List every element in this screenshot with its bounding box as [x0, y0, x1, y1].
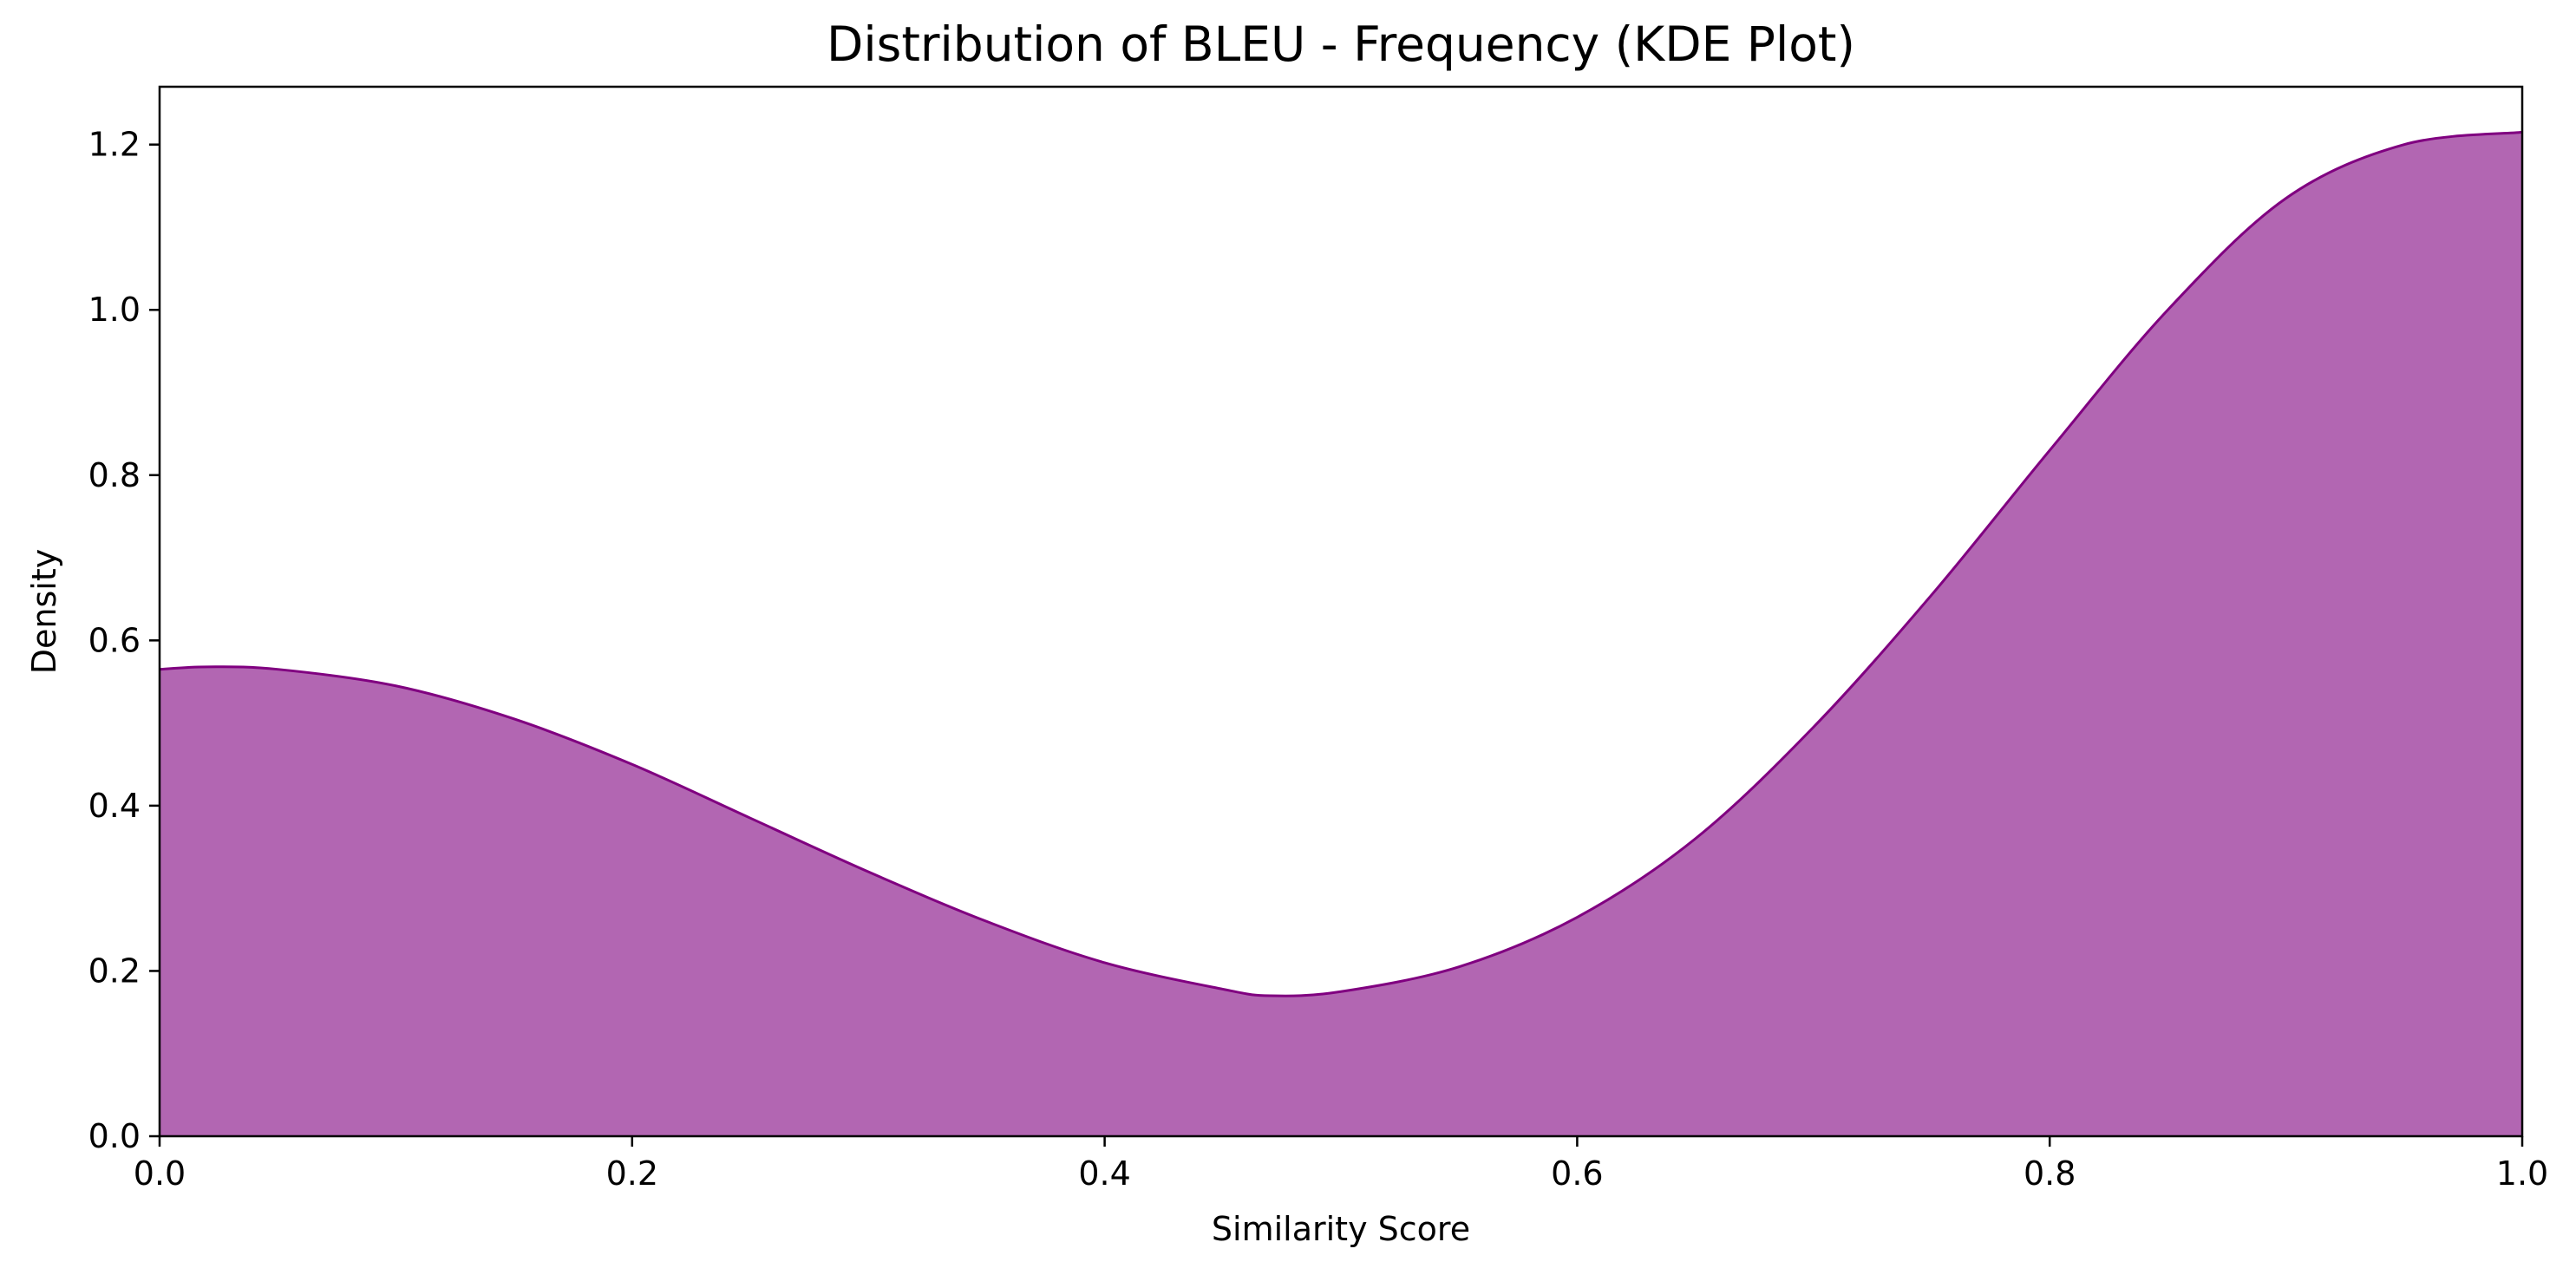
x-axis: 0.0 0.2 0.4 0.6 0.8 1.0 — [134, 1136, 2548, 1193]
x-tick-label: 1.0 — [2496, 1154, 2548, 1193]
y-tick-label: 0.2 — [88, 951, 141, 990]
y-tick-label: 0.0 — [88, 1117, 141, 1155]
y-axis: 0.0 0.2 0.4 0.6 0.8 1.0 1.2 — [88, 126, 160, 1155]
y-tick-label: 0.8 — [88, 456, 141, 494]
chart-title: Distribution of BLEU - Frequency (KDE Pl… — [827, 16, 1855, 72]
kde-curve-line — [159, 130, 2523, 997]
x-tick-label: 0.2 — [606, 1154, 658, 1193]
x-tick-label: 0.0 — [134, 1154, 186, 1193]
plot-frame — [158, 85, 2524, 1138]
x-tick-label: 0.6 — [1551, 1154, 1603, 1193]
x-tick-label: 0.8 — [2024, 1154, 2076, 1193]
y-axis-label: Density — [25, 549, 63, 674]
y-tick-label: 1.2 — [88, 126, 141, 164]
x-axis-label: Similarity Score — [1212, 1210, 1470, 1248]
kde-area-fill — [160, 132, 2522, 1136]
x-tick-label: 0.4 — [1078, 1154, 1130, 1193]
y-tick-label: 0.4 — [88, 787, 141, 825]
y-tick-label: 1.0 — [88, 291, 141, 329]
plot-area — [159, 130, 2523, 1136]
y-tick-label: 0.6 — [88, 621, 141, 659]
